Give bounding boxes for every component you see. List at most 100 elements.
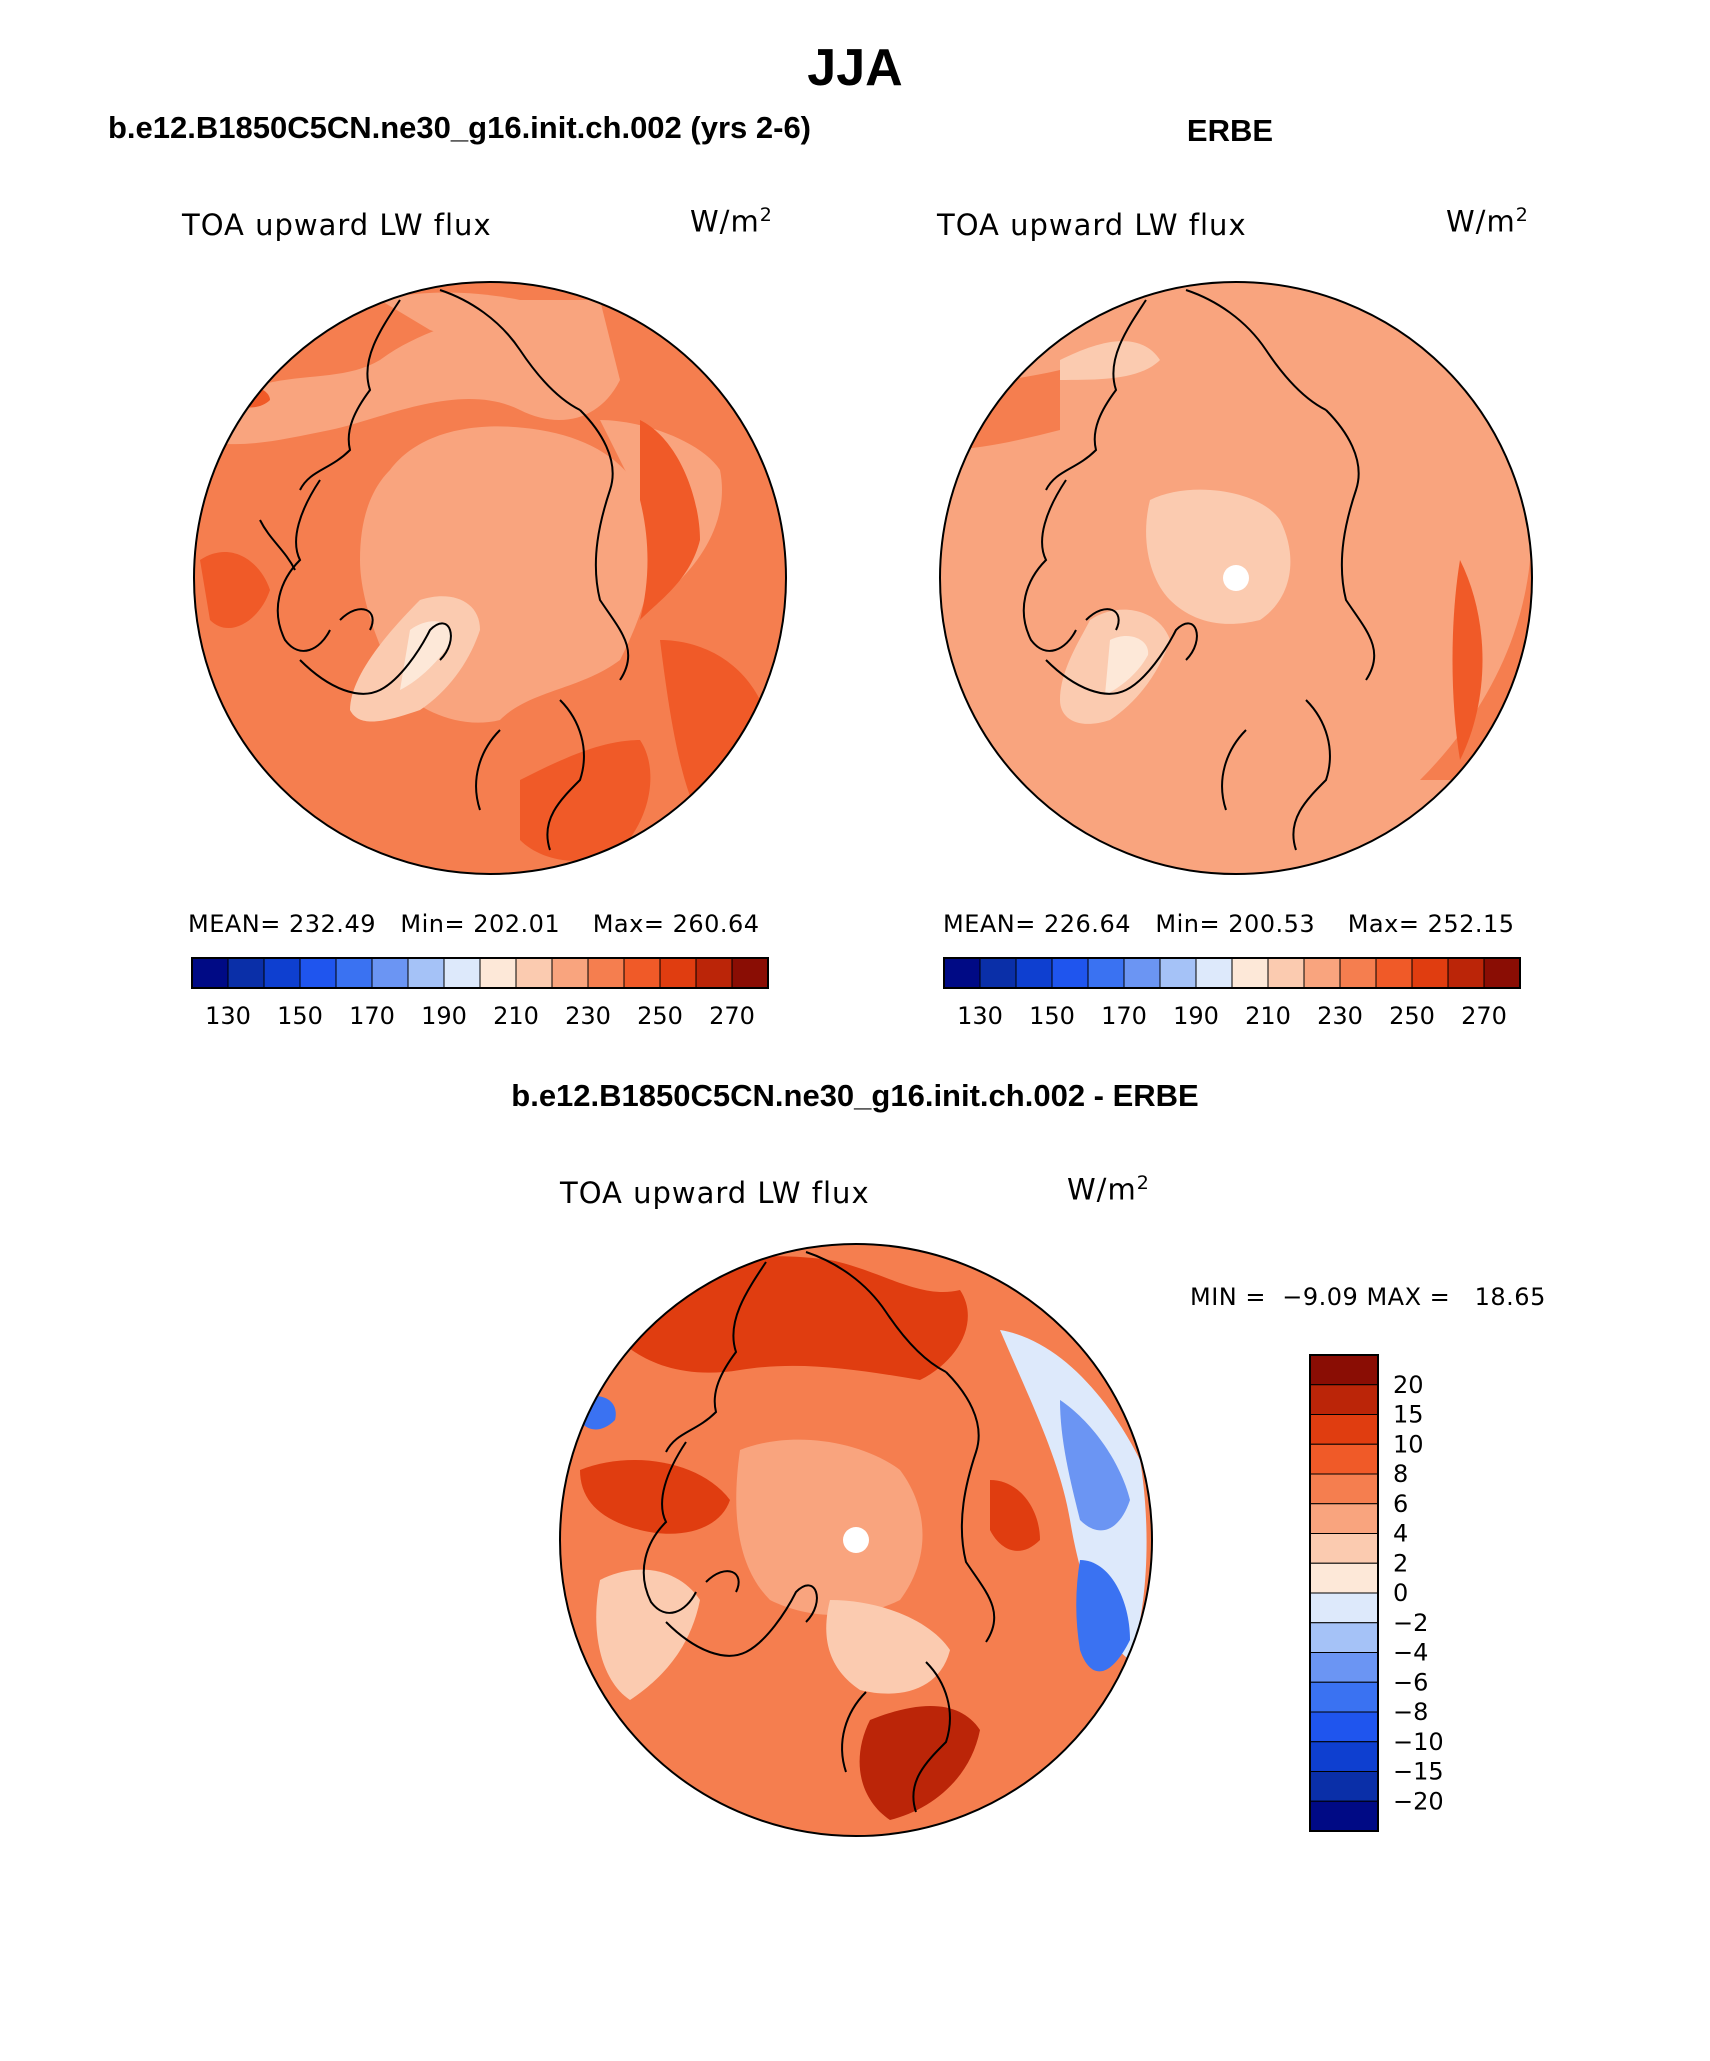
obs-colorbar-swatch — [1231, 957, 1269, 989]
obs-colorbar-tick-label: 210 — [1245, 1002, 1291, 1030]
model-colorbar-swatch — [407, 957, 445, 989]
model-colorbar-swatch — [263, 957, 301, 989]
diff-colorbar-swatch — [1309, 1533, 1379, 1564]
diff-colorbar-swatch — [1309, 1503, 1379, 1534]
obs-colorbar-swatch — [1051, 957, 1089, 989]
model-colorbar-swatch — [551, 957, 589, 989]
model-stats: MEAN= 232.49 Min= 202.01 Max= 260.64 — [188, 910, 760, 938]
diff-colorbar-swatch — [1309, 1771, 1379, 1802]
model-colorbar-tick-label: 150 — [277, 1002, 323, 1030]
obs-panel-title: ERBE — [1186, 113, 1274, 148]
model-polar-map — [194, 282, 786, 874]
obs-colorbar-tick-label: 150 — [1029, 1002, 1075, 1030]
obs-colorbar-swatch — [979, 957, 1017, 989]
diff-colorbar-tick-label: −15 — [1393, 1758, 1444, 1786]
model-colorbar-swatch — [371, 957, 409, 989]
diff-colorbar-tick-label: 0 — [1393, 1579, 1408, 1607]
diff-colorbar-tick-label: 10 — [1393, 1430, 1424, 1458]
obs-colorbar-swatch — [1375, 957, 1413, 989]
obs-colorbar-tick-label: 170 — [1101, 1002, 1147, 1030]
model-colorbar-swatch — [695, 957, 733, 989]
diff-colorbar-tick-label: 4 — [1393, 1520, 1408, 1548]
obs-colorbar-swatch — [1159, 957, 1197, 989]
model-colorbar-tick-label: 170 — [349, 1002, 395, 1030]
diff-stats: MIN = −9.09 MAX = 18.65 — [1190, 1283, 1546, 1311]
obs-colorbar-swatch — [1303, 957, 1341, 989]
obs-colorbar-swatch — [1087, 957, 1125, 989]
obs-colorbar-swatch — [1267, 957, 1305, 989]
diff-colorbar-swatch — [1309, 1384, 1379, 1415]
model-colorbar-swatch — [623, 957, 661, 989]
diff-units-label: W/m2 — [1067, 1172, 1150, 1207]
diff-colorbar-tick-label: −20 — [1393, 1787, 1444, 1815]
obs-colorbar-tick-label: 250 — [1389, 1002, 1435, 1030]
diff-panel-title: b.e12.B1850C5CN.ne30_g16.init.ch.002 - E… — [511, 1078, 1199, 1113]
model-variable-label: TOA upward LW flux — [182, 208, 492, 242]
diff-colorbar-swatch — [1309, 1622, 1379, 1653]
obs-colorbar-swatch — [943, 957, 981, 989]
diff-colorbar-tick-label: 2 — [1393, 1549, 1408, 1577]
diff-colorbar-tick-label: −10 — [1393, 1728, 1444, 1756]
diff-colorbar-swatch — [1309, 1711, 1379, 1743]
model-colorbar-swatch — [443, 957, 481, 989]
model-units-label: W/m2 — [690, 204, 773, 239]
diff-colorbar-swatch — [1309, 1473, 1379, 1505]
model-colorbar-tick-label: 250 — [637, 1002, 683, 1030]
model-colorbar-tick-label: 270 — [709, 1002, 755, 1030]
model-colorbar-swatch — [191, 957, 229, 989]
model-colorbar-swatch — [299, 957, 337, 989]
diff-colorbar-tick-label: 6 — [1393, 1490, 1408, 1518]
diff-colorbar-tick-label: 8 — [1393, 1460, 1408, 1488]
diff-colorbar-tick-label: −4 — [1393, 1639, 1428, 1667]
figure-title: JJA — [807, 39, 903, 97]
model-map-border — [193, 281, 787, 875]
diff-polar-map — [560, 1244, 1152, 1836]
model-colorbar-tick-label: 130 — [205, 1002, 251, 1030]
obs-colorbar-tick-label: 190 — [1173, 1002, 1219, 1030]
diff-colorbar-tick-label: −2 — [1393, 1609, 1428, 1637]
obs-colorbar-swatch — [1339, 957, 1377, 989]
model-colorbar-swatch — [587, 957, 625, 989]
model-colorbar-tick-label: 230 — [565, 1002, 611, 1030]
diff-colorbar-swatch — [1309, 1354, 1379, 1386]
model-colorbar-swatch — [515, 957, 553, 989]
model-colorbar-swatch — [227, 957, 265, 989]
diff-colorbar-swatch — [1309, 1414, 1379, 1445]
obs-colorbar-swatch — [1447, 957, 1485, 989]
obs-colorbar-frame — [943, 957, 1521, 989]
diff-colorbar-swatch — [1309, 1562, 1379, 1594]
obs-colorbar-tick-label: 230 — [1317, 1002, 1363, 1030]
obs-map-border — [939, 281, 1533, 875]
obs-colorbar-tick-label: 130 — [957, 1002, 1003, 1030]
model-colorbar-swatch — [479, 957, 517, 989]
obs-units-label: W/m2 — [1446, 204, 1529, 239]
diff-colorbar-tick-label: 20 — [1393, 1371, 1424, 1399]
obs-colorbar-swatch — [1015, 957, 1053, 989]
model-colorbar-tick-label: 210 — [493, 1002, 539, 1030]
obs-colorbar-swatch — [1483, 957, 1521, 989]
model-colorbar-swatch — [659, 957, 697, 989]
model-colorbar-frame — [191, 957, 769, 989]
diff-colorbar-swatch — [1309, 1592, 1379, 1624]
obs-colorbar-swatch — [1195, 957, 1233, 989]
obs-colorbar-swatch — [1411, 957, 1449, 989]
obs-stats: MEAN= 226.64 Min= 200.53 Max= 252.15 — [943, 910, 1515, 938]
diff-colorbar-swatch — [1309, 1652, 1379, 1683]
model-colorbar-tick-label: 190 — [421, 1002, 467, 1030]
model-colorbar-swatch — [335, 957, 373, 989]
diff-colorbar-tick-label: −8 — [1393, 1698, 1428, 1726]
obs-colorbar-swatch — [1123, 957, 1161, 989]
diff-colorbar-swatch — [1309, 1741, 1379, 1772]
diff-variable-label: TOA upward LW flux — [560, 1176, 870, 1210]
diff-colorbar-swatch — [1309, 1681, 1379, 1713]
diff-colorbar-tick-label: 15 — [1393, 1401, 1424, 1429]
model-colorbar-swatch — [731, 957, 769, 989]
diff-colorbar-swatch — [1309, 1800, 1379, 1832]
obs-colorbar-tick-label: 270 — [1461, 1002, 1507, 1030]
obs-variable-label: TOA upward LW flux — [937, 208, 1247, 242]
diff-colorbar-swatch — [1309, 1443, 1379, 1475]
diff-map-border — [559, 1243, 1153, 1837]
diff-colorbar-frame — [1309, 1354, 1379, 1832]
